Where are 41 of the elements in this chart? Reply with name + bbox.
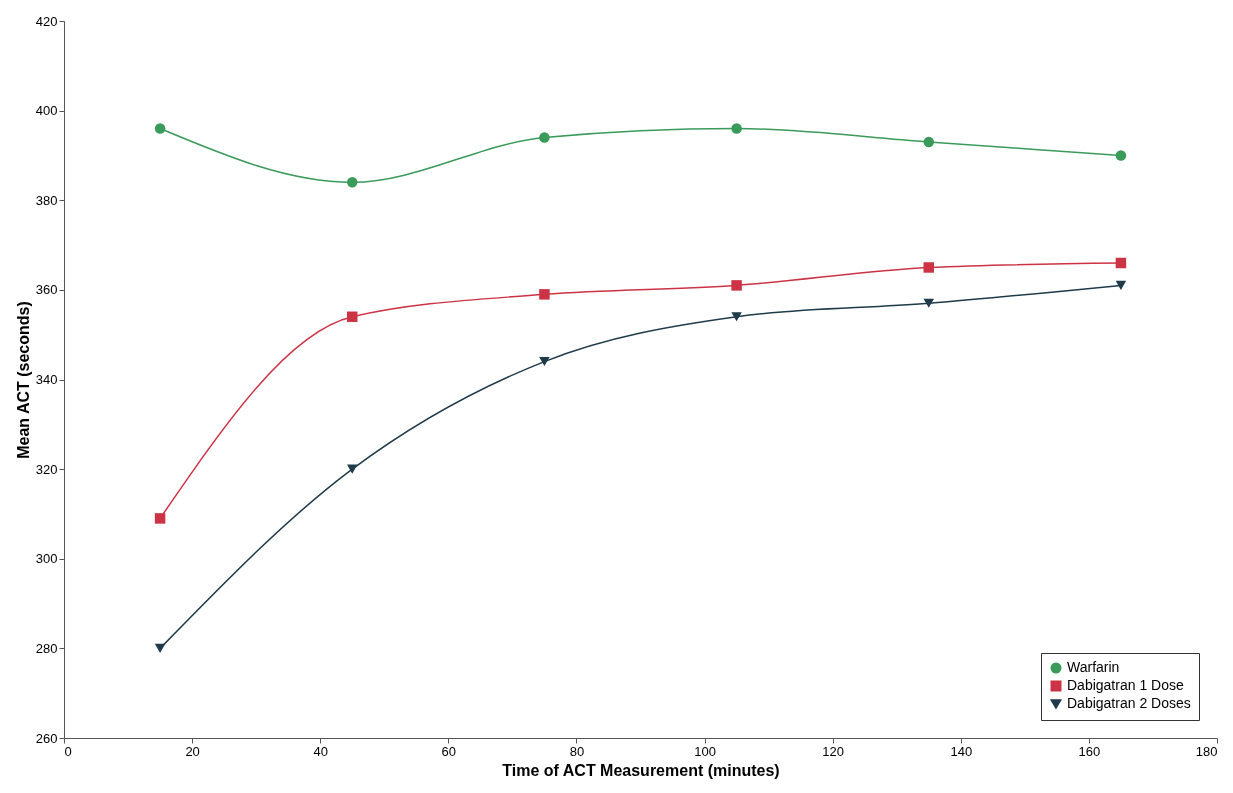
- point: [154, 643, 166, 653]
- y-tick-label: 400: [35, 103, 58, 119]
- x-tick-label: 140: [950, 743, 973, 759]
- x-axis-title: Time of ACT Measurement (minutes): [502, 761, 780, 779]
- x-tick-label: 180: [1195, 743, 1218, 759]
- point: [347, 311, 358, 323]
- y-tick-label: 420: [35, 13, 58, 29]
- point: [923, 298, 934, 308]
- y-tick-label: 360: [35, 282, 58, 298]
- x-tick-label: 0: [64, 743, 72, 759]
- x-tick-label: 80: [569, 743, 585, 759]
- y-tick-label: 340: [35, 372, 58, 387]
- y-axis-title: Mean ACT (seconds): [14, 301, 32, 459]
- point: [731, 312, 742, 322]
- x-tick-label: 60: [441, 743, 457, 759]
- point: [347, 177, 358, 188]
- point: [1115, 257, 1127, 269]
- point: [731, 123, 742, 134]
- point: [923, 136, 934, 148]
- legend-label: Warfarin: [1067, 659, 1120, 675]
- point: [154, 123, 166, 134]
- point: [1115, 150, 1127, 161]
- point: [731, 280, 742, 291]
- x-tick-label: 20: [185, 743, 200, 759]
- legend-label: Dabigatran 1 Dose: [1067, 677, 1184, 693]
- point: [923, 262, 934, 273]
- y-tick-label: 320: [35, 461, 58, 477]
- legend-label: Dabigatran 2 Doses: [1067, 695, 1191, 711]
- y-tick-label: 260: [35, 730, 58, 746]
- x-tick-label: 100: [694, 743, 716, 759]
- point: [539, 132, 550, 143]
- y-tick-label: 300: [35, 551, 58, 567]
- y-tick-label: 280: [35, 640, 58, 656]
- point: [1115, 280, 1127, 290]
- point: [539, 357, 550, 367]
- x-tick-label: 160: [1078, 743, 1101, 759]
- point: [154, 513, 166, 524]
- x-tick-label: 120: [822, 743, 845, 759]
- y-tick-label: 380: [35, 192, 58, 208]
- x-tick-label: 40: [313, 743, 328, 759]
- point: [539, 289, 550, 300]
